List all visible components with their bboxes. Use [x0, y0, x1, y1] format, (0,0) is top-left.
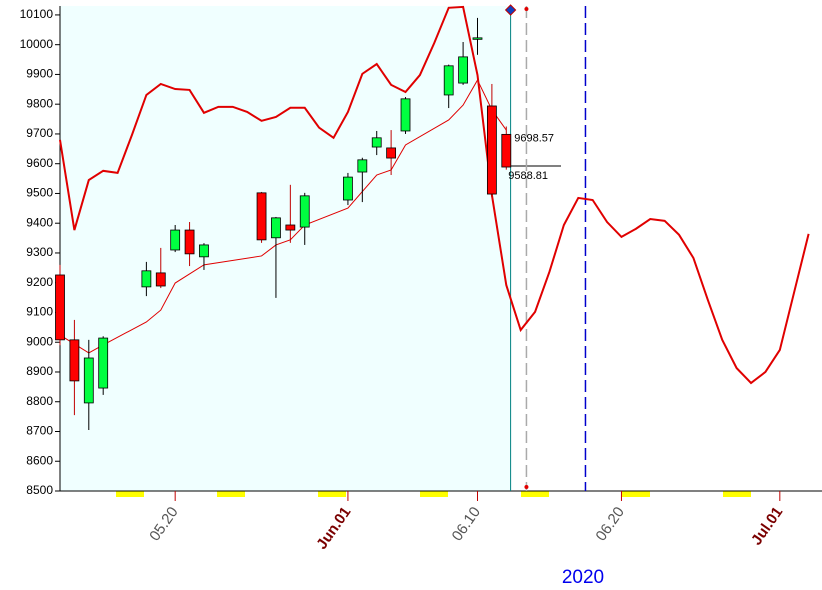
candle-body — [98, 337, 109, 389]
weekend — [217, 491, 245, 497]
candle-body — [299, 195, 310, 228]
candle-body — [184, 229, 195, 255]
y-tick-label: 9400 — [26, 215, 53, 229]
candle-body — [170, 229, 181, 251]
y-tick-label: 9000 — [26, 334, 53, 348]
candle-body — [285, 224, 296, 231]
y-tick-label: 9800 — [26, 96, 53, 110]
line-series — [59, 5, 810, 385]
candle-body — [472, 37, 483, 40]
y-tick-label: 9600 — [26, 156, 53, 170]
x-tick-label: 06.20 — [593, 504, 628, 545]
candle-body — [386, 147, 397, 159]
y-tick-label: 9200 — [26, 275, 53, 289]
weekend — [723, 491, 751, 497]
y-tick-label: 8800 — [26, 394, 53, 408]
candle-body — [141, 270, 152, 288]
y-tick-label: 8900 — [26, 364, 53, 378]
candle-body — [357, 159, 368, 173]
diamond-marker — [504, 4, 517, 16]
candle-body — [155, 272, 166, 287]
weekend — [420, 491, 448, 497]
y-tick-label: 9100 — [26, 305, 53, 319]
candle-body — [443, 65, 454, 96]
weekend — [116, 491, 144, 497]
candle-body — [199, 244, 209, 258]
y-tick-label: 9700 — [26, 126, 53, 140]
x-tick-label: 05.20 — [146, 504, 181, 545]
y-tick-label: 8500 — [26, 483, 53, 497]
price-label: 9588.81 — [508, 170, 548, 182]
candle-body — [486, 105, 497, 195]
y-tick-label: 8700 — [26, 424, 53, 438]
y-tick-label: 9300 — [26, 245, 53, 259]
weekend-markers — [116, 491, 751, 497]
y-tick-label: 9900 — [26, 67, 53, 81]
weekend — [622, 491, 650, 497]
line-series — [59, 79, 507, 354]
weekend — [521, 491, 549, 497]
y-tick-label: 10100 — [20, 7, 54, 21]
x-tick-label: 06.10 — [449, 504, 484, 545]
candle-body — [501, 133, 512, 168]
dot-marker — [524, 7, 529, 11]
history-background — [60, 6, 511, 491]
candle-body — [55, 274, 65, 341]
x-tick-label: Jul.01 — [748, 504, 786, 549]
candle-body — [343, 176, 353, 201]
dot-marker — [524, 485, 529, 489]
candle-body — [69, 339, 80, 382]
y-tick-label: 8600 — [26, 453, 53, 467]
candle-body — [256, 192, 267, 241]
y-tick-label: 10000 — [20, 37, 54, 51]
x-tick-label: Jun.01 — [313, 504, 354, 553]
candle-body — [458, 56, 468, 84]
candle-body — [83, 357, 94, 404]
weekend — [318, 491, 346, 497]
candle-body — [271, 217, 281, 239]
candle-body — [400, 98, 411, 132]
y-tick-label: 9500 — [26, 186, 53, 200]
candle-body — [371, 137, 382, 148]
price-label: 9698.57 — [514, 132, 554, 144]
x-axis-label: 2020 — [562, 567, 604, 588]
